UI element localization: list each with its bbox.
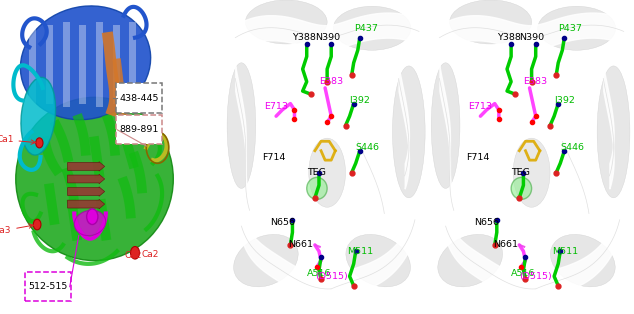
Text: Y388: Y388 <box>497 33 521 42</box>
Ellipse shape <box>438 234 503 287</box>
FancyArrow shape <box>67 199 105 209</box>
Text: E713: E713 <box>264 102 288 111</box>
Text: S446: S446 <box>356 143 380 152</box>
Ellipse shape <box>511 177 531 199</box>
Text: (D515): (D515) <box>519 272 552 281</box>
Bar <box>113 25 120 104</box>
Text: S446: S446 <box>560 143 585 152</box>
Ellipse shape <box>21 77 56 155</box>
Ellipse shape <box>74 210 106 236</box>
Ellipse shape <box>513 138 550 207</box>
Text: I392: I392 <box>349 96 370 105</box>
Bar <box>96 22 103 107</box>
Text: A516: A516 <box>511 269 536 278</box>
Bar <box>79 25 86 104</box>
Text: N661: N661 <box>493 241 518 249</box>
Text: F714: F714 <box>262 153 285 161</box>
Text: (D515): (D515) <box>315 272 347 281</box>
Text: N390: N390 <box>315 33 340 42</box>
Ellipse shape <box>227 63 256 188</box>
FancyBboxPatch shape <box>116 83 162 113</box>
Ellipse shape <box>392 66 425 198</box>
Bar <box>63 22 70 107</box>
Text: Y388: Y388 <box>292 33 316 42</box>
Text: 438-445: 438-445 <box>119 94 158 103</box>
Ellipse shape <box>233 234 298 287</box>
Text: P437: P437 <box>354 24 378 33</box>
Bar <box>29 22 37 107</box>
Bar <box>129 22 136 107</box>
Text: I392: I392 <box>554 96 575 105</box>
Text: TEG: TEG <box>307 168 326 177</box>
FancyBboxPatch shape <box>25 272 71 301</box>
Text: E383: E383 <box>319 77 343 86</box>
Bar <box>46 25 53 104</box>
Text: M511: M511 <box>347 247 373 256</box>
Ellipse shape <box>245 0 327 44</box>
Text: E713: E713 <box>468 102 492 111</box>
Ellipse shape <box>333 6 411 50</box>
Text: E383: E383 <box>524 77 548 86</box>
Ellipse shape <box>309 138 346 207</box>
Ellipse shape <box>597 66 630 198</box>
Ellipse shape <box>431 63 460 188</box>
FancyArrow shape <box>67 174 105 184</box>
Text: Ca3: Ca3 <box>0 224 34 235</box>
FancyArrow shape <box>67 187 105 196</box>
Ellipse shape <box>550 234 615 287</box>
Text: N661: N661 <box>288 241 313 249</box>
Text: P437: P437 <box>558 24 582 33</box>
Circle shape <box>87 209 98 225</box>
FancyArrow shape <box>67 162 105 171</box>
Ellipse shape <box>20 6 151 120</box>
Text: Ca1: Ca1 <box>0 135 36 144</box>
Circle shape <box>131 246 139 259</box>
Ellipse shape <box>450 0 531 44</box>
Ellipse shape <box>538 6 616 50</box>
Text: M511: M511 <box>552 247 578 256</box>
Text: 512-515: 512-515 <box>28 282 67 291</box>
Circle shape <box>36 138 43 148</box>
Text: Ca2: Ca2 <box>142 250 159 258</box>
Circle shape <box>34 219 41 230</box>
Ellipse shape <box>346 234 410 287</box>
Text: F714: F714 <box>466 153 489 161</box>
Text: TEG: TEG <box>511 168 530 177</box>
Text: 889-891: 889-891 <box>119 125 158 134</box>
FancyBboxPatch shape <box>116 115 162 144</box>
Text: N390: N390 <box>519 33 545 42</box>
Ellipse shape <box>307 177 327 199</box>
Text: N656: N656 <box>270 219 295 227</box>
Text: A516: A516 <box>307 269 331 278</box>
Text: Ca2: Ca2 <box>124 252 142 260</box>
Text: N656: N656 <box>474 219 499 227</box>
Ellipse shape <box>16 97 173 261</box>
